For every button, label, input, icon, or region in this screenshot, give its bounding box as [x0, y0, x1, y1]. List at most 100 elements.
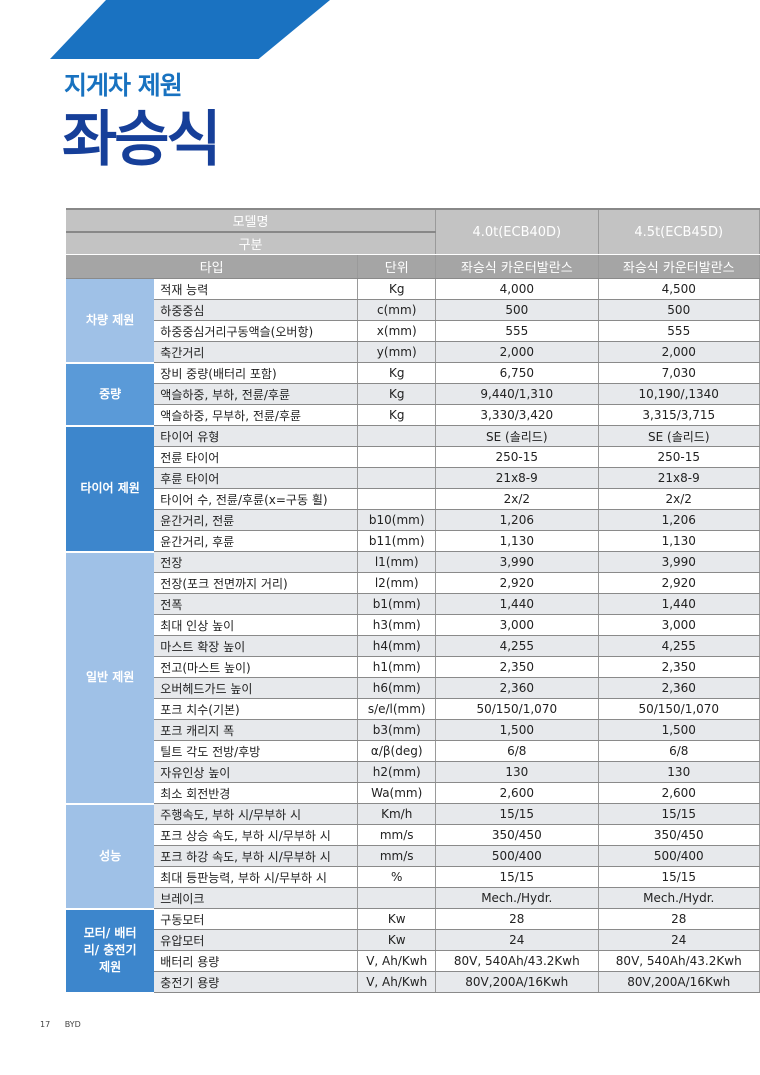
spec-value: SE (솔리드) — [598, 425, 760, 447]
model-label: 모델명 — [66, 209, 437, 233]
spec-unit: Kw — [357, 908, 437, 930]
spec-value: 24 — [598, 929, 760, 951]
spec-value: 50/150/1,070 — [598, 698, 760, 720]
table-row: 포크 캐리지 폭 b3(mm) 1,500 1,500 — [66, 719, 760, 741]
spec-unit — [357, 488, 437, 510]
group-label: 중량 — [66, 362, 155, 427]
table-row: 액슬하중, 부하, 전륜/후륜 Kg 9,440/1,310 10,190/,1340 — [66, 383, 760, 405]
spec-value: 28 — [598, 908, 760, 930]
spec-unit — [357, 425, 437, 447]
table-row: 포크 상승 속도, 부하 시/무부하 시 mm/s 350/450 350/450 — [66, 824, 760, 846]
spec-unit: Kw — [357, 929, 437, 951]
spec-value: 500/400 — [598, 845, 760, 867]
table-row: 유압모터 Kw 24 24 — [66, 929, 760, 951]
spec-unit — [357, 446, 437, 468]
spec-unit: mm/s — [357, 824, 437, 846]
spec-value: 1,500 — [435, 719, 599, 741]
spec-value: 2,360 — [598, 677, 760, 699]
page-number: 17 — [40, 1020, 51, 1029]
spec-unit: h1(mm) — [357, 656, 437, 678]
spec-item: 장비 중량(배터리 포함) — [154, 362, 359, 384]
spec-item: 자유인상 높이 — [154, 761, 359, 783]
spec-value: 1,500 — [598, 719, 760, 741]
spec-value: 250-15 — [598, 446, 760, 468]
spec-item: 전고(마스트 높이) — [154, 656, 359, 678]
spec-value: 2,350 — [598, 656, 760, 678]
spec-value: 1,130 — [598, 530, 760, 552]
spec-value: Mech./Hydr. — [435, 887, 599, 909]
table-row: 포크 치수(기본) s/e/l(mm) 50/150/1,070 50/150/1,0… — [66, 698, 760, 720]
spec-value: 50/150/1,070 — [435, 698, 599, 720]
spec-value: 350/450 — [435, 824, 599, 846]
table-row: 충전기 용량 V, Ah/Kwh 80V,200A/16Kwh 80V,200A/16… — [66, 971, 760, 993]
spec-unit: l1(mm) — [357, 551, 437, 573]
spec-value: 2,360 — [435, 677, 599, 699]
spec-value: 3,000 — [435, 614, 599, 636]
table-row: 마스트 확장 높이 h4(mm) 4,255 4,255 — [66, 635, 760, 657]
spec-unit: Kg — [357, 383, 437, 405]
spec-item: 유압모터 — [154, 929, 359, 951]
spec-value: 555 — [435, 320, 599, 342]
spec-value: 6/8 — [435, 740, 599, 762]
header-banner-shape — [50, 0, 330, 59]
spec-unit: c(mm) — [357, 299, 437, 321]
spec-value: 2,000 — [435, 341, 599, 363]
spec-value: 3,990 — [598, 551, 760, 573]
spec-value: 3,330/3,420 — [435, 404, 599, 426]
spec-value: 10,190/,1340 — [598, 383, 760, 405]
spec-unit: Kg — [357, 362, 437, 384]
spec-value: 2,920 — [435, 572, 599, 594]
spec-item: 전륜 타이어 — [154, 446, 359, 468]
table-row: 하중중심거리구동액슬(오버항) x(mm) 555 555 — [66, 320, 760, 342]
spec-table: 모델명 4.0t(ECB40D) 4.5t(ECB45D) 구분 타입 단위 좌… — [66, 208, 760, 994]
spec-unit: h2(mm) — [357, 761, 437, 783]
spec-item: 적재 능력 — [154, 278, 359, 300]
model-name: 4.0t(ECB40D) — [435, 209, 599, 255]
brand-name: BYD — [64, 1020, 81, 1029]
spec-value: 555 — [598, 320, 760, 342]
spec-value: 250-15 — [435, 446, 599, 468]
spec-item: 브레이크 — [154, 887, 359, 909]
table-row: 최소 회전반경 Wa(mm) 2,600 2,600 — [66, 782, 760, 804]
table-row: 최대 등판능력, 부하 시/무부하 시% 15/15 15/15 — [66, 866, 760, 888]
spec-item: 포크 치수(기본) — [154, 698, 359, 720]
spec-value: 2,350 — [435, 656, 599, 678]
table-row: 전고(마스트 높이) h1(mm) 2,350 2,350 — [66, 656, 760, 678]
spec-item: 타이어 수, 전륜/후륜(x=구동 휠) — [154, 488, 359, 510]
spec-unit: Kg — [357, 404, 437, 426]
spec-value: 1,206 — [598, 509, 760, 531]
spec-value: 6,750 — [435, 362, 599, 384]
unit-label: 단위 — [357, 254, 437, 279]
group-label: 성능 — [66, 803, 155, 910]
spec-value: 1,440 — [598, 593, 760, 615]
model-name: 4.5t(ECB45D) — [598, 209, 760, 255]
group-label: 일반 제원 — [66, 551, 155, 805]
spec-value: 4,500 — [598, 278, 760, 300]
spec-unit: b10(mm) — [357, 509, 437, 531]
table-row: 전장(포크 전면까지 거리) l2(mm) 2,920 2,920 — [66, 572, 760, 594]
table-row: 성능 주행속도, 부하 시/무부하 시 Km/h 15/15 15/15 — [66, 803, 760, 910]
spec-value: 130 — [598, 761, 760, 783]
spec-item: 축간거리 — [154, 341, 359, 363]
category-label: 구분 — [66, 232, 437, 255]
spec-value: 21x8-9 — [598, 467, 760, 489]
spec-unit: x(mm) — [357, 320, 437, 342]
spec-item: 포크 하강 속도, 부하 시/무부하 시 — [154, 845, 359, 867]
spec-value: 3,315/3,715 — [598, 404, 760, 426]
spec-unit: b11(mm) — [357, 530, 437, 552]
table-row: 오버헤드가드 높이 h6(mm) 2,360 2,360 — [66, 677, 760, 699]
spec-unit: b3(mm) — [357, 719, 437, 741]
spec-item: 하중중심거리구동액슬(오버항) — [154, 320, 359, 342]
spec-value: 500 — [598, 299, 760, 321]
table-row: 하중중심 c(mm) 500 500 — [66, 299, 760, 321]
spec-item: 오버헤드가드 높이 — [154, 677, 359, 699]
model-type: 좌승식 카운터발란스 — [598, 254, 760, 279]
spec-value: 15/15 — [435, 803, 599, 825]
spec-table-body: 차량 제원 적재 능력 Kg 4,000 4,500 하중중심 c(mm) 500 500 하중중… — [66, 278, 760, 994]
spec-value: 80V, 540Ah/43.2Kwh — [598, 950, 760, 972]
spec-item: 타이어 유형 — [154, 425, 359, 447]
footer: 17 BYD — [40, 1020, 93, 1029]
spec-value: 1,206 — [435, 509, 599, 531]
table-row: 일반 제원 전장 l1(mm) 3,990 3,990 — [66, 551, 760, 805]
group-label: 차량 제원 — [66, 278, 155, 364]
